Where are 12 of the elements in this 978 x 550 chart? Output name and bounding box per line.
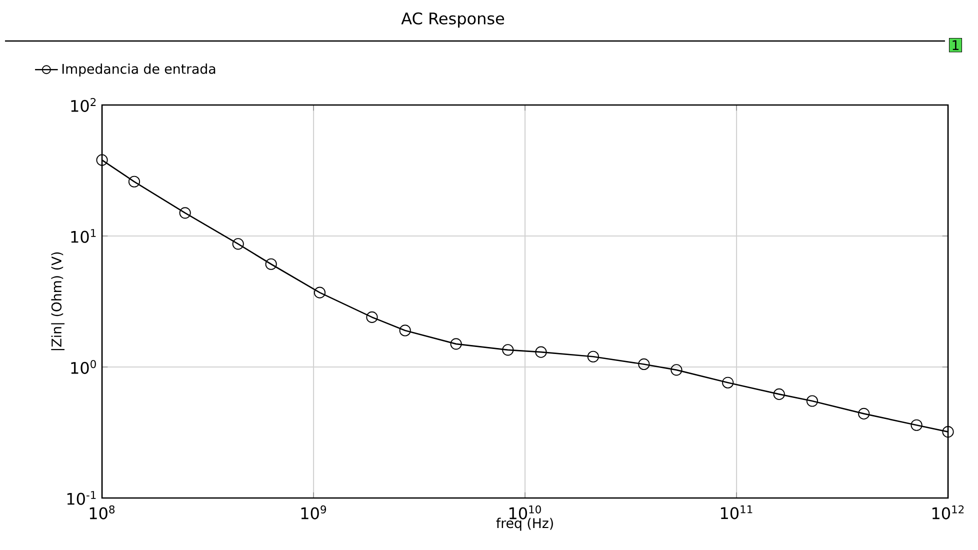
y-tick-label: 10$^{2}$ [71, 98, 96, 112]
y-tick-label: 10$^{1}$ [71, 229, 96, 243]
x-tick-label: 10$^{8}$ [90, 505, 115, 520]
text: 1 [952, 40, 959, 50]
x-tick-label: 10$^{9}$ [301, 505, 326, 520]
legend-label: Impedancia de entrada [62, 64, 216, 76]
x-tick-label: 10$^{11}$ [720, 505, 752, 520]
y-tick-label: 10$^{0}$ [71, 360, 96, 374]
chart-title: AC Response [401, 12, 504, 28]
y-tick-label: 10$^{-1}$ [67, 491, 96, 505]
x-tick-label: 10$^{12}$ [932, 505, 964, 520]
y-axis-title: |Zin| (Ohm) (V) [51, 252, 64, 350]
